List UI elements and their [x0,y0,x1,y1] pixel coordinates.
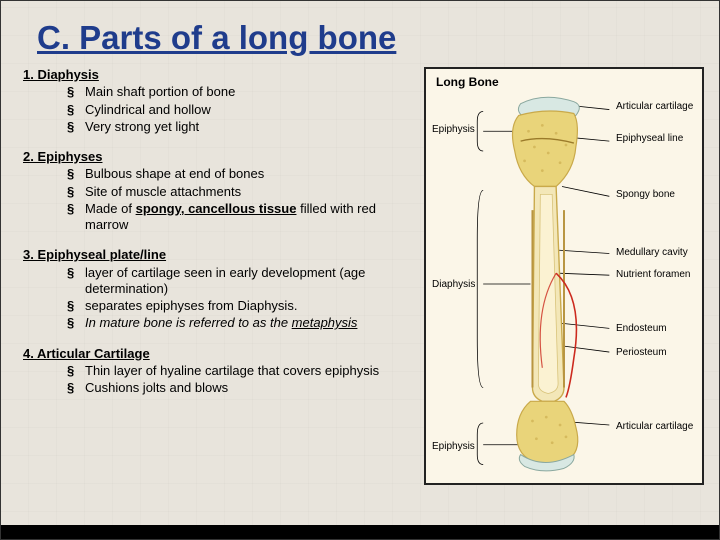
diagram-label-right: Spongy bone [616,189,675,200]
list-item: Made of spongy, cancellous tissue filled… [67,201,418,234]
text-column: 1. Diaphysis Main shaft portion of bone … [23,67,418,485]
list-item: Site of muscle attachments [67,184,418,200]
diagram-label-right: Articular cartilage [616,421,693,432]
section-2: 2. Epiphyses Bulbous shape at end of bon… [23,149,418,233]
list-item: separates epiphyses from Diaphysis. [67,298,418,314]
section-heading: 3. Epiphyseal plate/line [23,247,418,263]
diagram-label-right: Epiphyseal line [616,133,683,144]
diagram-column: Long Bone [424,67,709,485]
diagram-label-left: Epiphysis [432,124,475,135]
list-item: Cushions jolts and blows [67,380,418,396]
list-item: In mature bone is referred to as the met… [67,315,418,331]
bullet-list: layer of cartilage seen in early develop… [23,265,418,332]
diagram-label-left: Epiphysis [432,441,475,452]
section-3: 3. Epiphyseal plate/line layer of cartil… [23,247,418,331]
section-heading: 4. Articular Cartilage [23,346,418,362]
content-row: 1. Diaphysis Main shaft portion of bone … [1,67,719,485]
section-1: 1. Diaphysis Main shaft portion of bone … [23,67,418,135]
list-item: Thin layer of hyaline cartilage that cov… [67,363,418,379]
footer-bar [1,525,719,539]
diagram-label-right: Endosteum [616,323,667,334]
diagram-label-right: Periosteum [616,347,667,358]
bullet-list: Main shaft portion of bone Cylindrical a… [23,84,418,135]
diagram-label-right: Articular cartilage [616,101,693,112]
section-heading: 2. Epiphyses [23,149,418,165]
list-item: Bulbous shape at end of bones [67,166,418,182]
long-bone-diagram: Long Bone [424,67,704,485]
diagram-label-right: Medullary cavity [616,247,688,258]
list-item: layer of cartilage seen in early develop… [67,265,418,298]
diagram-title: Long Bone [436,75,499,89]
bullet-list: Bulbous shape at end of bones Site of mu… [23,166,418,233]
diagram-label-right: Nutrient foramen [616,269,690,280]
section-heading: 1. Diaphysis [23,67,418,83]
bullet-list: Thin layer of hyaline cartilage that cov… [23,363,418,397]
list-item: Main shaft portion of bone [67,84,418,100]
page-title: C. Parts of a long bone [1,1,719,67]
list-item: Cylindrical and hollow [67,102,418,118]
list-item: Very strong yet light [67,119,418,135]
diagram-label-left: Diaphysis [432,279,475,290]
section-4: 4. Articular Cartilage Thin layer of hya… [23,346,418,397]
